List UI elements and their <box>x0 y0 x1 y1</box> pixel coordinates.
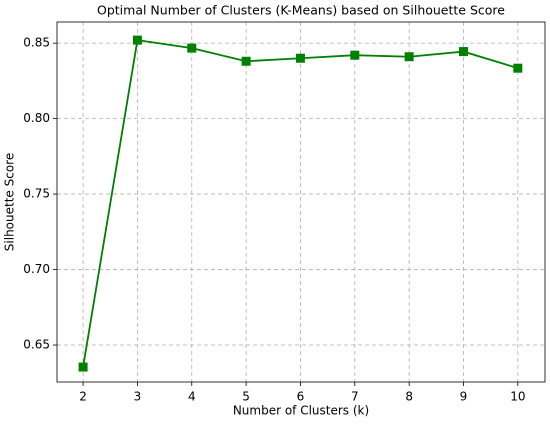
data-point <box>187 43 197 53</box>
x-tick-label: 10 <box>510 390 525 404</box>
chart-title: Optimal Number of Clusters (K-Means) bas… <box>97 3 505 18</box>
data-point <box>132 35 142 45</box>
data-point <box>241 56 251 66</box>
x-axis-label: Number of Clusters (k) <box>233 404 369 418</box>
x-tick-label: 9 <box>460 390 468 404</box>
y-tick-label: 0.75 <box>23 187 50 201</box>
y-tick-label: 0.65 <box>23 338 50 352</box>
data-point <box>513 63 523 73</box>
plot-frame <box>56 21 546 383</box>
x-tick-label: 4 <box>188 390 196 404</box>
x-tick-label: 2 <box>79 390 87 404</box>
data-point <box>78 362 88 372</box>
y-tick-label: 0.70 <box>23 262 50 276</box>
y-axis-label: Silhouette Score <box>3 153 17 251</box>
x-tick-label: 6 <box>297 390 305 404</box>
data-point <box>404 52 414 62</box>
x-tick-label: 7 <box>351 390 359 404</box>
y-tick-label: 0.80 <box>23 111 50 125</box>
data-point <box>458 47 468 57</box>
x-tick-label: 3 <box>134 390 142 404</box>
data-point <box>295 53 305 63</box>
data-point <box>350 50 360 60</box>
y-tick-label: 0.85 <box>23 36 50 50</box>
x-tick-label: 8 <box>405 390 413 404</box>
x-tick-label: 5 <box>242 390 250 404</box>
